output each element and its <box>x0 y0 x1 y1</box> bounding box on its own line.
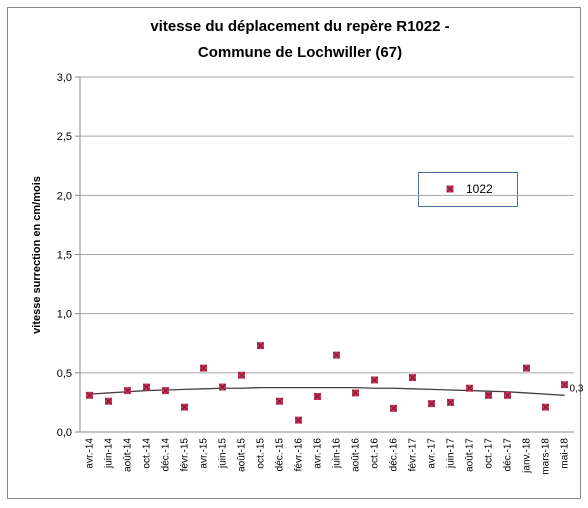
x-tick-label: déc.-17 <box>503 438 514 472</box>
y-tick-label: 2,0 <box>57 190 72 202</box>
point <box>143 383 150 391</box>
x-tick-label: févr.-17 <box>408 438 419 472</box>
point <box>447 398 454 406</box>
point <box>257 342 264 350</box>
point <box>276 397 283 405</box>
point <box>561 381 568 389</box>
chart-border <box>7 7 581 499</box>
point <box>219 383 226 391</box>
x-tick-label: janv.-18 <box>522 438 533 474</box>
x-tick-label: avr.-15 <box>199 438 210 469</box>
chart-title: vitesse du déplacement du repère R1022 - <box>150 18 449 35</box>
y-tick-label: 1,5 <box>57 250 72 262</box>
point <box>428 400 435 408</box>
point <box>181 403 188 411</box>
x-tick-label: avr.-16 <box>313 438 324 469</box>
point <box>314 393 321 400</box>
point <box>124 387 131 395</box>
point <box>238 371 245 379</box>
point <box>295 416 302 424</box>
point <box>371 376 378 384</box>
x-tick-label: févr.-16 <box>294 438 305 472</box>
y-tick-label: 1,0 <box>57 309 72 321</box>
x-tick-label: août-14 <box>123 438 134 472</box>
point <box>504 391 511 399</box>
point <box>446 185 454 193</box>
legend <box>418 172 518 207</box>
x-tick-label: juin-15 <box>218 438 229 469</box>
x-tick-label: avr.-14 <box>85 438 96 469</box>
x-tick-label: oct.-15 <box>256 438 267 469</box>
x-tick-label: déc.-15 <box>275 438 286 472</box>
x-tick-label: mai-18 <box>560 438 571 469</box>
x-tick-label: oct.-14 <box>142 438 153 469</box>
y-tick-label: 0,5 <box>57 368 72 380</box>
point <box>200 364 207 372</box>
x-tick-label: mars-18 <box>541 438 552 475</box>
point <box>409 374 416 382</box>
point <box>86 391 93 399</box>
point <box>105 397 112 405</box>
point <box>466 384 473 392</box>
point <box>162 387 169 395</box>
annotation: 0,3 <box>570 383 584 394</box>
x-tick-label: août-16 <box>351 438 362 472</box>
legend-label: 1022 <box>466 182 493 196</box>
x-tick-label: déc.-14 <box>161 438 172 472</box>
y-tick-label: 3,0 <box>57 72 72 84</box>
x-tick-label: déc.-16 <box>389 438 400 472</box>
chart-subtitle: Commune de Lochwiller (67) <box>198 44 402 61</box>
x-tick-label: oct.-17 <box>484 438 495 469</box>
point <box>333 351 340 359</box>
point <box>523 364 530 372</box>
x-tick-label: juin-17 <box>446 438 457 469</box>
y-tick-label: 0,0 <box>57 427 72 439</box>
point <box>542 403 549 411</box>
x-tick-label: oct.-16 <box>370 438 381 469</box>
x-tick-label: juin-14 <box>104 438 115 469</box>
x-tick-label: févr.-15 <box>180 438 191 472</box>
point <box>485 391 492 399</box>
y-axis-label: vitesse surrection en cm/mois <box>31 176 43 334</box>
x-tick-label: août-15 <box>237 438 248 472</box>
point <box>352 389 359 397</box>
x-tick-label: avr.-17 <box>427 438 438 469</box>
x-tick-label: août-17 <box>465 438 476 472</box>
x-tick-label: juin-16 <box>332 438 343 469</box>
y-tick-label: 2,5 <box>57 131 72 143</box>
point <box>390 404 397 412</box>
